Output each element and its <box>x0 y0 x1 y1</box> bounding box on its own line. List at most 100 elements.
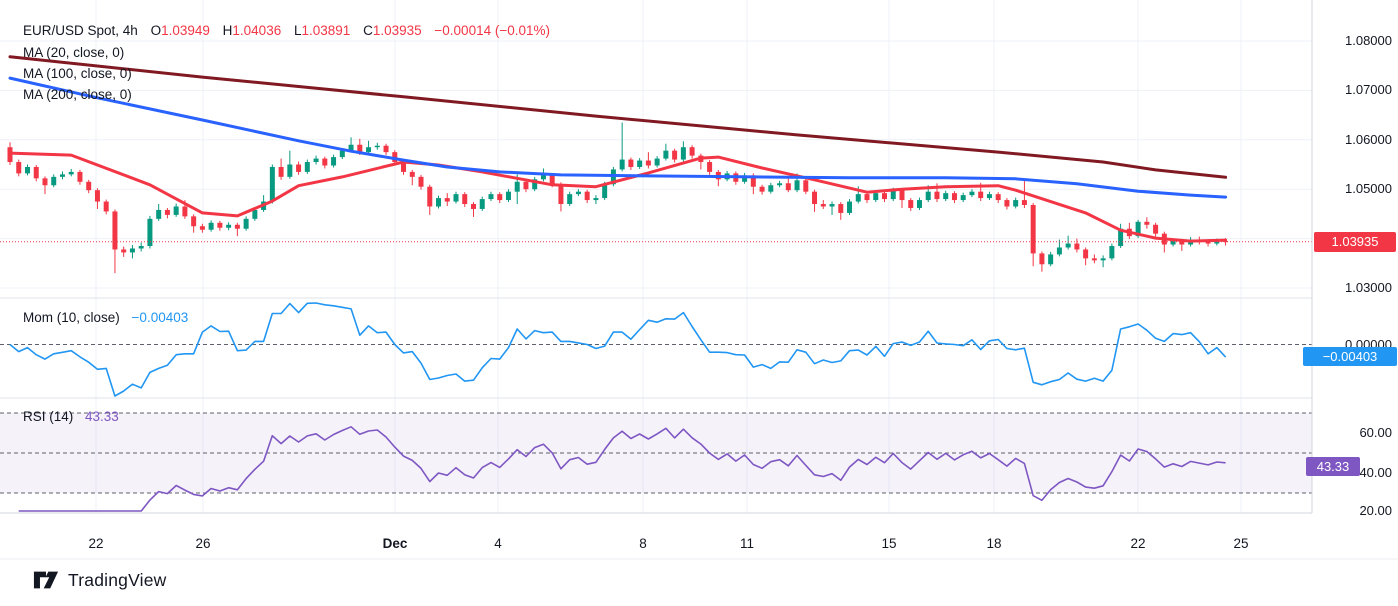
price-axis-label: 1.03000 <box>1345 280 1392 295</box>
candle-up <box>129 248 135 253</box>
candle-down <box>278 166 284 177</box>
candle-up <box>873 193 879 201</box>
legend-ma100[interactable]: MA (100, close, 0) <box>23 66 132 81</box>
candle-up <box>794 180 800 191</box>
candle-down <box>470 204 476 209</box>
open-value: 1.03949 <box>161 23 210 38</box>
momentum-legend[interactable]: Mom (10, close) −0.00403 <box>23 310 188 325</box>
candle-up <box>59 174 65 177</box>
candle-up <box>339 150 345 158</box>
candle-up <box>514 181 520 192</box>
candle-up <box>855 194 861 202</box>
candle-down <box>33 166 39 179</box>
candle-down <box>497 194 503 201</box>
candle-up <box>208 222 214 230</box>
candle-down <box>94 190 100 202</box>
legend-ma20[interactable]: MA (20, close, 0) <box>23 45 125 60</box>
candle-down <box>645 160 651 166</box>
ma200-line <box>8 55 1228 179</box>
symbol-title: EUR/USD Spot, 4h <box>23 23 138 38</box>
candle-up <box>1048 254 1054 265</box>
candle-up <box>567 194 573 205</box>
legend-ma200[interactable]: MA (200, close, 0) <box>23 87 132 102</box>
symbol-header: EUR/USD Spot, 4h O1.03949 H1.04036 L1.03… <box>23 23 550 38</box>
price-axis-label: 1.07000 <box>1345 82 1392 98</box>
candle-up <box>1100 258 1106 261</box>
candle-down <box>191 216 197 227</box>
candle-down <box>427 186 433 207</box>
candle-up <box>366 147 372 153</box>
candle-down <box>322 158 328 166</box>
candle-up <box>374 145 380 148</box>
candle-up <box>479 199 485 209</box>
candle-down <box>934 191 940 200</box>
high-label: H <box>222 23 233 38</box>
candle-up <box>925 191 931 201</box>
candle-down <box>1153 224 1159 234</box>
time-axis-label: Dec <box>382 536 408 551</box>
candle-down <box>1179 241 1185 245</box>
candle-up <box>51 176 57 186</box>
high-value: 1.04036 <box>232 23 282 38</box>
candle-down <box>7 147 13 163</box>
time-axis-label: 26 <box>195 536 211 551</box>
candle-down <box>523 181 529 190</box>
candle-down <box>444 198 450 202</box>
candle-up <box>331 157 337 166</box>
candle-up <box>1056 247 1062 255</box>
candle-up <box>226 224 232 228</box>
rsi-axis-label: 60.00 <box>1359 425 1392 440</box>
candle-down <box>1074 243 1080 250</box>
candle-down <box>995 194 1001 201</box>
price-axis-label: 1.06000 <box>1345 131 1392 147</box>
candle-down <box>1083 249 1089 259</box>
candle-down <box>1091 258 1097 261</box>
candle-down <box>672 150 678 160</box>
candle-down <box>121 249 127 253</box>
candle-up <box>829 204 835 207</box>
candle-up <box>916 200 922 208</box>
candle-down <box>558 184 564 205</box>
candle-down <box>182 206 188 217</box>
candle-up <box>287 164 293 177</box>
rsi-legend[interactable]: RSI (14) 43.33 <box>23 409 119 424</box>
candle-up <box>619 159 625 170</box>
candle-down <box>199 226 205 230</box>
candle-up <box>348 144 354 151</box>
candle-down <box>234 224 240 229</box>
time-axis-label: 4 <box>494 536 502 551</box>
candle-up <box>453 194 459 202</box>
candle-down <box>418 176 424 187</box>
candle-down <box>812 191 818 205</box>
candle-up <box>252 209 258 219</box>
candle-up <box>742 175 748 182</box>
candle-down <box>1039 253 1045 265</box>
momentum-badge: −0.00403 <box>1303 347 1397 367</box>
candle-up <box>243 218 249 229</box>
candle-down <box>16 162 22 174</box>
candle-down <box>628 159 634 167</box>
candle-up <box>986 194 992 199</box>
time-axis-label: 22 <box>1130 536 1146 551</box>
tradingview-brand-text: TradingView <box>68 569 167 590</box>
candle-up <box>1065 243 1071 248</box>
candle-up <box>156 209 162 219</box>
time-axis-label: 15 <box>881 536 897 551</box>
candle-up <box>1013 200 1019 207</box>
rsi-label: RSI (14) <box>23 409 74 424</box>
rsi-axis-label: 40.00 <box>1359 465 1392 480</box>
candle-up <box>680 147 686 160</box>
candle-down <box>1205 241 1211 244</box>
rsi-line <box>18 425 1226 512</box>
rsi-badge: 43.33 <box>1306 456 1360 476</box>
close-label: C <box>363 23 373 38</box>
candle-down <box>77 171 83 182</box>
candle-up <box>24 166 30 174</box>
tradingview-watermark[interactable]: TradingView <box>33 568 167 592</box>
candle-up <box>488 194 494 200</box>
candle-down <box>882 193 887 200</box>
candle-up <box>147 218 153 247</box>
close-value: 1.03935 <box>372 23 422 38</box>
candle-down <box>838 204 844 213</box>
